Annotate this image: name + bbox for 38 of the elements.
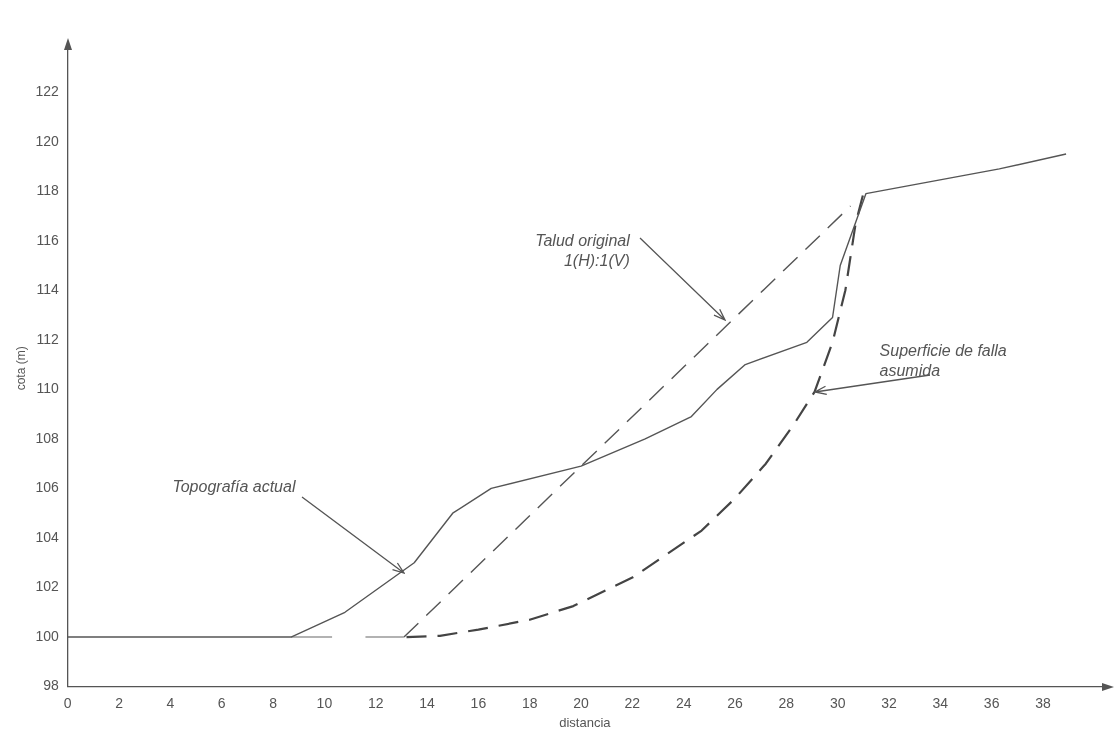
x-tick-label: 30 [829,694,846,711]
x-axis-title: distancia [559,714,612,730]
y-tick-label: 122 [35,82,59,99]
annotation: Superficie de falla asumida [879,342,1007,380]
x-tick-label: 10 [316,694,333,711]
x-tick-label: 6 [217,694,226,711]
x-tick-label: 2 [115,694,124,711]
x-tick-label: 12 [367,694,384,711]
x-tick-label: 24 [675,694,692,711]
y-tick-label: 120 [35,132,59,149]
y-tick-label: 104 [35,528,59,545]
y-tick-label: 114 [36,281,59,298]
x-tick-label: 28 [778,694,795,711]
x-tick-label: 16 [470,694,487,711]
y-tick-label: 118 [36,182,59,199]
x-tick-label: 4 [166,694,175,711]
y-tick-label: 116 [36,231,59,248]
x-tick-label: 26 [727,694,744,711]
x-tick-label: 38 [1035,694,1051,711]
annotation: Talud original 1(H):1(V) [535,232,631,270]
y-tick-label: 98 [43,677,59,694]
x-tick-label: 36 [983,694,1000,711]
x-tick-label: 34 [932,694,949,711]
x-tick-label: 8 [269,694,278,711]
x-tick-label: 32 [881,694,897,711]
y-tick-label: 106 [35,479,59,496]
y-tick-label: 100 [35,627,59,644]
x-tick-label: 14 [419,694,436,711]
x-tick-label: 22 [624,694,641,711]
x-tick-label: 20 [573,694,590,711]
y-axis-title: cota (m) [13,346,28,391]
annotation: Topografía actual [172,478,296,496]
y-tick-label: 108 [35,429,59,446]
x-tick-label: 0 [63,694,72,711]
y-tick-label: 110 [36,380,59,397]
y-tick-label: 102 [35,578,59,595]
y-tick-label: 112 [36,330,59,347]
x-tick-label: 18 [521,694,538,711]
